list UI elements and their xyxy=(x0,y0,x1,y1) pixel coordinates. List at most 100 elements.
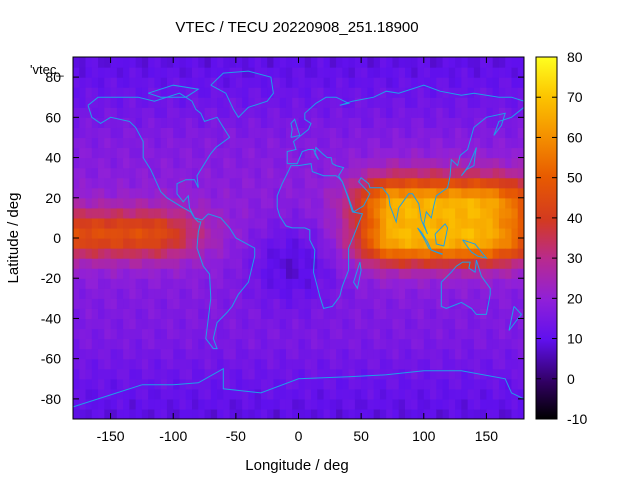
heatmap-cell xyxy=(129,157,137,169)
heatmap-cell xyxy=(361,268,368,279)
heatmap-cell xyxy=(436,398,444,410)
heatmap-cell xyxy=(185,378,193,390)
heatmap-cell xyxy=(379,328,387,340)
heatmap-cell xyxy=(448,248,456,259)
heatmap-cell xyxy=(285,87,293,98)
heatmap-cell xyxy=(398,77,406,88)
heatmap-cell xyxy=(461,137,469,149)
heatmap-cell xyxy=(160,207,168,219)
heatmap-cell xyxy=(379,217,387,229)
heatmap-cell xyxy=(248,187,256,199)
heatmap-cell xyxy=(273,388,281,400)
heatmap-cell xyxy=(285,217,293,229)
heatmap-cell xyxy=(436,358,444,370)
heatmap-cell xyxy=(254,57,262,68)
heatmap-cell xyxy=(329,177,337,189)
heatmap-cell xyxy=(492,227,500,239)
heatmap-cell xyxy=(116,77,124,88)
heatmap-cell xyxy=(179,167,187,179)
heatmap-cell xyxy=(223,77,231,88)
heatmap-cell xyxy=(217,268,224,279)
heatmap-cell xyxy=(173,258,181,269)
heatmap-cell xyxy=(85,238,93,249)
heatmap-cell xyxy=(342,318,350,330)
heatmap-cell xyxy=(166,238,174,249)
heatmap-cell xyxy=(110,137,118,149)
heatmap-cell xyxy=(404,318,412,330)
heatmap-cell xyxy=(229,368,237,380)
heatmap-cell xyxy=(436,338,444,350)
heatmap-cell xyxy=(311,67,318,78)
heatmap-cell xyxy=(85,157,93,169)
heatmap-cell xyxy=(204,207,212,219)
heatmap-cell xyxy=(480,57,488,68)
heatmap-cell xyxy=(235,298,243,309)
heatmap-cell xyxy=(442,338,450,350)
heatmap-cell xyxy=(354,147,362,159)
heatmap-cell xyxy=(104,328,112,340)
heatmap-cell xyxy=(204,127,212,139)
heatmap-cell xyxy=(204,258,212,269)
heatmap-cell xyxy=(192,278,199,289)
legend-label: 'vtec_ xyxy=(30,62,64,77)
heatmap-cell xyxy=(79,87,87,98)
heatmap-cell xyxy=(467,388,475,400)
heatmap-cell xyxy=(323,288,331,299)
heatmap-cell xyxy=(461,177,469,189)
heatmap-cell xyxy=(317,288,325,299)
heatmap-cell xyxy=(235,278,243,289)
heatmap-cell xyxy=(192,117,199,128)
heatmap-cell xyxy=(185,268,193,279)
heatmap-cell xyxy=(110,167,118,179)
heatmap-cell xyxy=(304,398,312,410)
heatmap-cell xyxy=(492,368,500,380)
heatmap-cell xyxy=(511,167,519,179)
heatmap-cell xyxy=(198,238,206,249)
heatmap-cell xyxy=(354,77,362,88)
heatmap-cell xyxy=(223,197,231,209)
heatmap-cell xyxy=(398,177,406,189)
heatmap-cell xyxy=(430,187,437,199)
heatmap-cell xyxy=(392,338,400,350)
heatmap-cell xyxy=(486,217,494,229)
heatmap-cell xyxy=(354,348,362,360)
heatmap-cell xyxy=(160,408,168,419)
heatmap-cell xyxy=(461,298,469,309)
heatmap-cell xyxy=(116,87,124,98)
heatmap-cell xyxy=(361,318,368,330)
heatmap-cell xyxy=(135,207,143,219)
heatmap-cell xyxy=(279,348,287,360)
heatmap-cell xyxy=(505,227,513,239)
heatmap-cell xyxy=(285,77,293,88)
heatmap-cell xyxy=(135,67,143,78)
heatmap-cell xyxy=(260,57,268,68)
heatmap-cell xyxy=(373,378,381,390)
heatmap-cell xyxy=(254,217,262,229)
heatmap-cell xyxy=(436,217,444,229)
heatmap-cell xyxy=(116,288,124,299)
heatmap-cell xyxy=(417,258,425,269)
heatmap-cell xyxy=(323,57,331,68)
heatmap-cell xyxy=(179,318,187,330)
heatmap-cell xyxy=(98,268,105,279)
heatmap-cell xyxy=(148,318,156,330)
heatmap-cell xyxy=(204,227,212,239)
heatmap-cell xyxy=(417,338,425,350)
heatmap-cell xyxy=(110,408,118,419)
heatmap-cell xyxy=(260,268,268,279)
heatmap-cell xyxy=(198,57,206,68)
heatmap-cell xyxy=(285,408,293,419)
heatmap-cell xyxy=(217,197,224,209)
heatmap-cell xyxy=(129,207,137,219)
heatmap-cell xyxy=(392,398,400,410)
heatmap-cell xyxy=(154,97,162,108)
heatmap-cell xyxy=(273,368,281,380)
heatmap-cell xyxy=(492,408,500,419)
heatmap-cell xyxy=(285,328,293,340)
heatmap-cell xyxy=(135,97,143,108)
heatmap-cell xyxy=(166,248,174,259)
heatmap-cell xyxy=(248,338,256,350)
heatmap-cell xyxy=(210,207,218,219)
heatmap-cell xyxy=(511,358,519,370)
heatmap-cell xyxy=(436,318,444,330)
